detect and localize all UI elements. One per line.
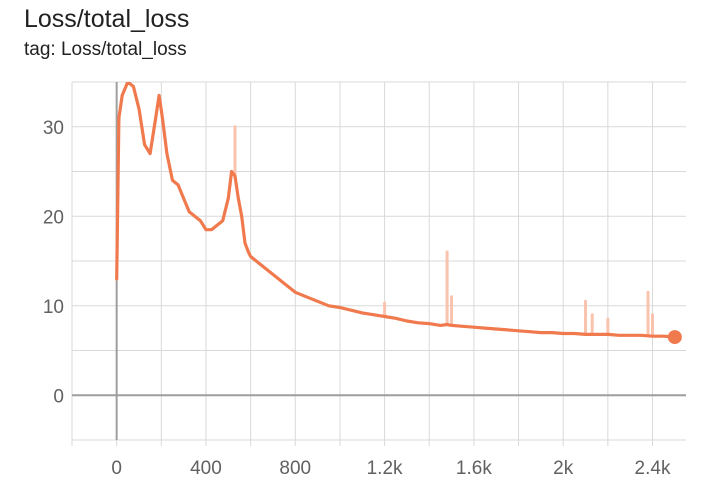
raw-series-layer [233, 125, 655, 338]
x-tick-label: 0 [111, 458, 122, 479]
x-tick-label: 400 [190, 458, 222, 479]
y-tick-label: 0 [53, 386, 64, 407]
total-loss-series-line [115, 82, 677, 339]
series-layer [115, 82, 677, 339]
y-tick-label: 20 [43, 207, 64, 228]
chart-tag-line: tag: Loss/total_loss [24, 39, 187, 60]
y-tick-label: 10 [43, 297, 64, 318]
x-tick-label: 1.2k [367, 458, 403, 479]
x-tick-label: 2.4k [635, 458, 671, 479]
x-tick-label: 2k [553, 458, 574, 479]
chart-card-title: Loss/total_loss [24, 5, 190, 33]
x-tick-label: 1.6k [456, 458, 492, 479]
x-tick-label: 800 [279, 458, 311, 479]
tick-label-layer: 0 400 800 1.2k 1.6k 2k 2.4k 0 10 20 30 [43, 118, 671, 479]
y-tick-label: 30 [43, 118, 64, 139]
series-endpoint-marker [667, 330, 682, 345]
grid-layer [71, 81, 686, 441]
